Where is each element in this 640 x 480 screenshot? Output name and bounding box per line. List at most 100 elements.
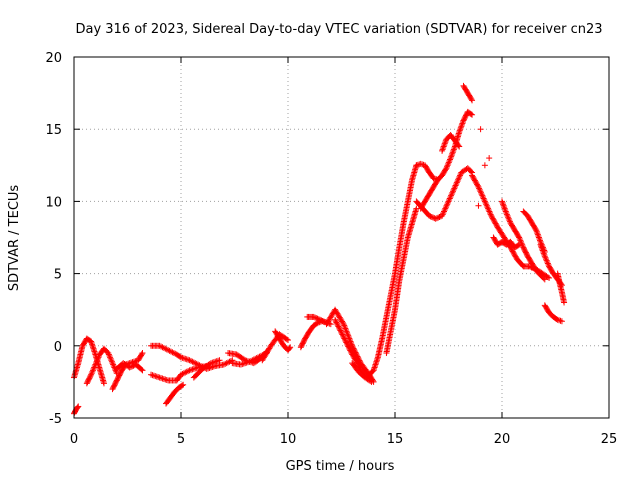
data-point xyxy=(484,204,491,211)
y-tick-label: 15 xyxy=(45,123,62,138)
data-point xyxy=(253,355,260,362)
data-point xyxy=(447,156,454,163)
data-point xyxy=(434,177,441,184)
data-point xyxy=(344,342,351,349)
data-point xyxy=(75,403,82,410)
data-point xyxy=(500,201,507,208)
data-point xyxy=(88,371,95,378)
data-point xyxy=(510,249,517,256)
data-point xyxy=(343,340,350,347)
data-point xyxy=(542,254,549,261)
data-point xyxy=(451,183,458,190)
data-point xyxy=(447,155,454,162)
data-point xyxy=(139,350,146,357)
data-point xyxy=(334,322,341,329)
y-tick-label: -5 xyxy=(49,412,62,427)
data-point xyxy=(367,378,374,385)
data-point xyxy=(470,174,477,181)
data-point xyxy=(490,216,497,223)
data-point xyxy=(430,214,437,221)
data-point xyxy=(246,358,253,365)
data-point xyxy=(472,178,479,185)
data-point xyxy=(493,221,500,228)
data-point xyxy=(538,244,545,251)
x-axis-label: GPS time / hours xyxy=(286,459,395,474)
data-point xyxy=(447,194,454,201)
data-point xyxy=(186,357,193,364)
y-tick-label: 20 xyxy=(45,51,62,66)
data-point xyxy=(491,219,498,226)
data-point xyxy=(336,324,343,331)
data-point xyxy=(456,143,463,150)
data-point xyxy=(479,194,486,201)
data-point xyxy=(225,359,232,366)
data-point xyxy=(129,363,136,370)
data-point xyxy=(511,252,518,259)
data-point xyxy=(223,360,230,367)
data-point xyxy=(450,186,457,193)
data-point xyxy=(250,356,257,363)
data-point xyxy=(443,165,450,172)
data-point xyxy=(518,240,525,247)
data-point xyxy=(333,319,340,326)
data-point xyxy=(352,349,359,356)
data-point xyxy=(350,345,357,352)
data-point xyxy=(443,163,450,170)
data-point xyxy=(252,355,259,362)
data-point xyxy=(344,329,351,336)
data-point xyxy=(516,235,523,242)
data-point xyxy=(335,323,342,330)
data-point xyxy=(89,368,96,375)
data-point xyxy=(474,181,481,188)
data-point xyxy=(558,318,565,325)
data-point xyxy=(506,217,513,224)
data-point xyxy=(341,322,348,329)
data-point xyxy=(445,198,452,205)
data-point xyxy=(492,220,499,227)
data-point xyxy=(192,360,199,367)
data-point xyxy=(467,111,474,118)
data-point xyxy=(489,214,496,221)
data-point xyxy=(517,237,524,244)
data-point xyxy=(126,364,133,371)
data-point xyxy=(468,96,475,103)
data-point xyxy=(165,347,172,354)
data-point xyxy=(334,320,341,327)
data-point xyxy=(187,357,194,364)
data-point xyxy=(515,233,522,240)
data-point xyxy=(93,360,100,367)
data-point xyxy=(453,181,460,188)
data-point xyxy=(448,192,455,199)
data-point xyxy=(445,160,452,167)
data-point xyxy=(160,344,167,351)
grid-lines xyxy=(74,57,609,418)
data-point xyxy=(486,208,493,215)
data-point xyxy=(346,335,353,342)
x-tick-label: 25 xyxy=(601,432,618,447)
x-tick-label: 0 xyxy=(70,432,78,447)
data-point xyxy=(108,357,115,364)
data-point xyxy=(483,201,490,208)
data-point xyxy=(489,215,496,222)
data-point xyxy=(457,126,464,133)
data-point xyxy=(317,316,324,323)
data-point xyxy=(536,235,543,242)
data-point xyxy=(487,209,494,216)
data-point xyxy=(427,213,434,220)
data-point xyxy=(483,202,490,209)
data-point xyxy=(471,176,478,183)
data-point xyxy=(455,175,462,182)
data-point xyxy=(480,195,487,202)
data-point xyxy=(110,361,117,368)
data-point xyxy=(138,351,145,358)
data-point xyxy=(543,256,550,263)
data-point xyxy=(249,357,256,364)
data-point xyxy=(537,241,544,248)
data-point xyxy=(340,321,347,328)
data-point xyxy=(107,355,114,362)
data-point xyxy=(180,370,187,377)
data-point xyxy=(158,343,165,350)
data-point xyxy=(458,121,465,128)
data-point xyxy=(448,153,455,160)
data-point xyxy=(318,317,325,324)
